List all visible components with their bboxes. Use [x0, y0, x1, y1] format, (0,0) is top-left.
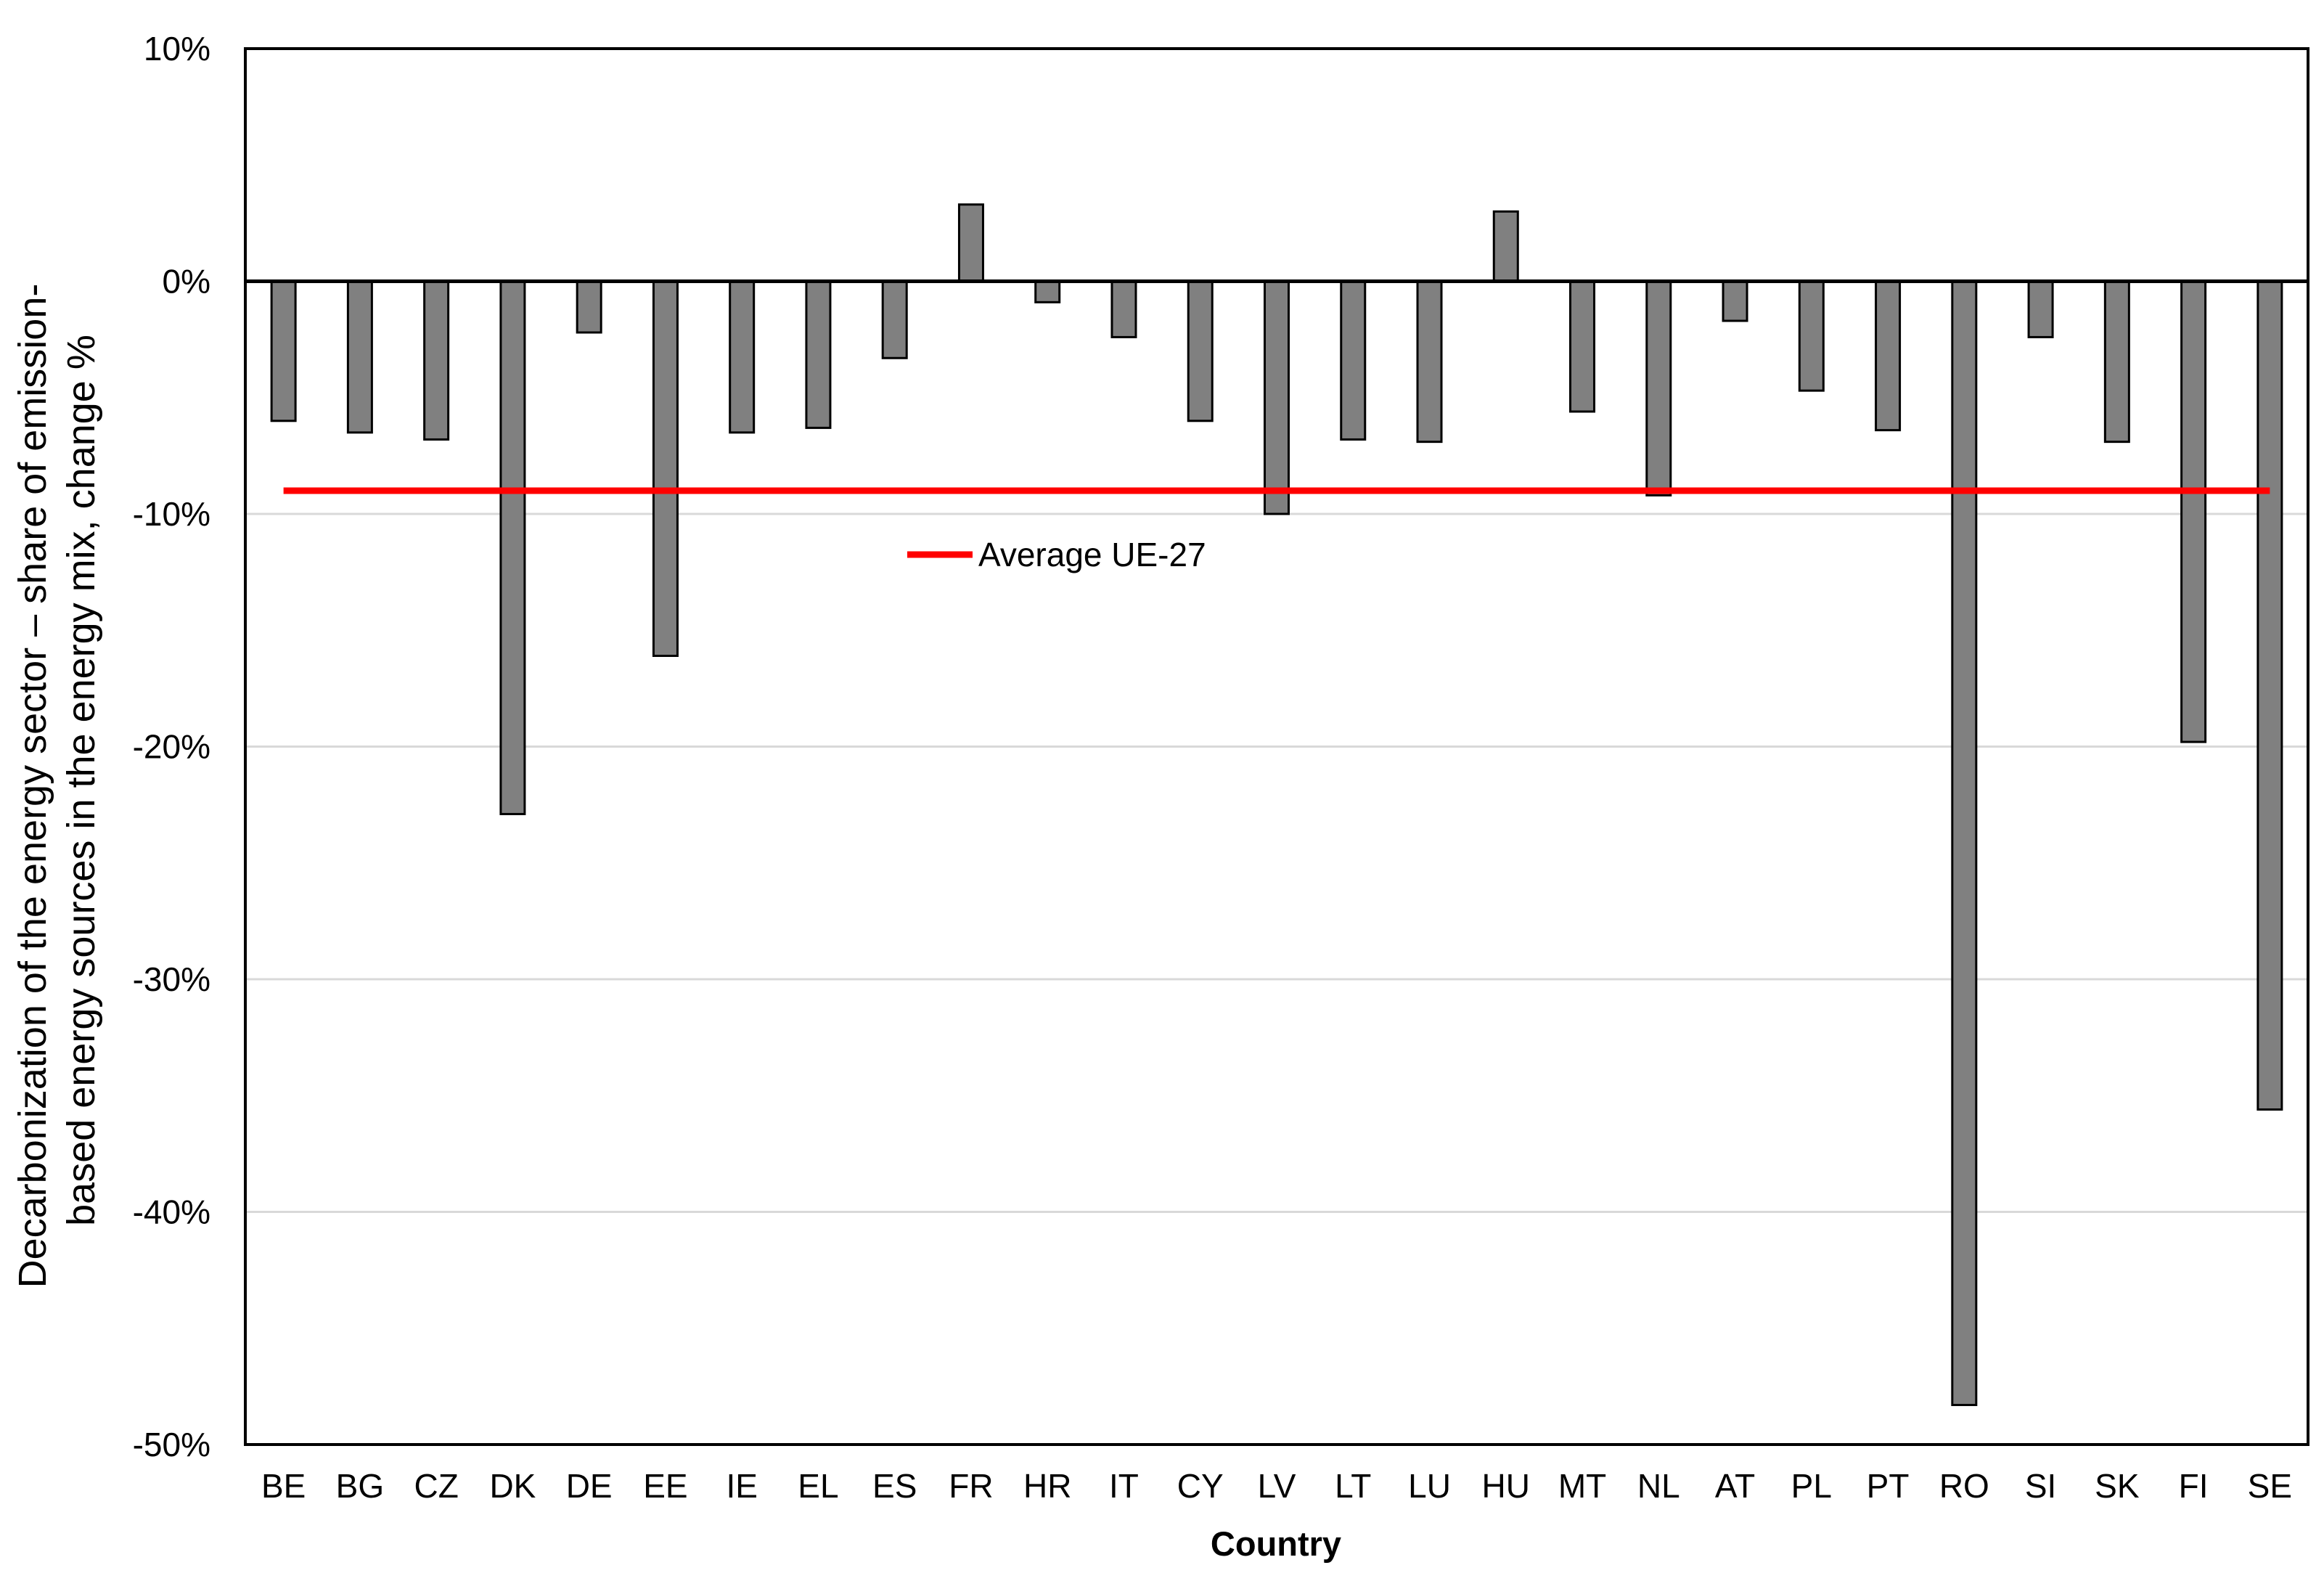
y-tick-label: -10% [133, 495, 210, 533]
bar-nl [1645, 280, 1672, 497]
bar-lt [1340, 280, 1367, 441]
x-tick-label-lu: LU [1408, 1467, 1451, 1505]
bar-dk [499, 280, 526, 815]
bar-be [270, 280, 297, 422]
x-tick-label-de: DE [566, 1467, 613, 1505]
legend: Average UE-27 [907, 536, 1206, 573]
y-axis-title-line-1: Decarbonization of the energy sector – s… [11, 284, 54, 1288]
x-tick-label-be: BE [261, 1467, 306, 1505]
y-tick-label: 10% [144, 30, 210, 68]
bar-es [881, 280, 908, 359]
bar-at [1722, 280, 1748, 322]
x-tick-label-lt: LT [1335, 1467, 1371, 1505]
bar-cy [1187, 280, 1214, 422]
y-tick-labels: 10% 0% -10% -20% -30% -40% -50% [133, 30, 210, 1463]
x-tick-label-pl: PL [1791, 1467, 1832, 1505]
x-tick-label-mt: MT [1558, 1467, 1606, 1505]
x-tick-label-ee: EE [643, 1467, 687, 1505]
bar-pl [1798, 280, 1825, 392]
bar-mt [1569, 280, 1596, 413]
bar-fr [957, 203, 984, 282]
x-tick-label-pt: PT [1867, 1467, 1910, 1505]
y-axis-title-line-2: based energy sources in the energy mix, … [60, 335, 103, 1226]
x-tick-label-nl: NL [1637, 1467, 1680, 1505]
x-tick-label-fr: FR [949, 1467, 993, 1505]
bar-ie [729, 280, 756, 434]
x-tick-label-it: IT [1109, 1467, 1139, 1505]
bar-sk [2103, 280, 2130, 444]
x-tick-label-hu: HU [1482, 1467, 1530, 1505]
bar-de [576, 280, 602, 334]
x-axis-title: Country [1211, 1524, 1341, 1563]
x-tick-label-cy: CY [1177, 1467, 1224, 1505]
plot-frame [244, 47, 2309, 1446]
x-tick-label-fi: FI [2179, 1467, 2209, 1505]
y-tick-label: -20% [133, 728, 210, 766]
x-tick-label-si: SI [2025, 1467, 2056, 1505]
y-tick-label: 0% [163, 263, 210, 301]
x-tick-label-hr: HR [1023, 1467, 1071, 1505]
x-tick-label-es: ES [872, 1467, 917, 1505]
bar-ro [1951, 280, 1978, 1407]
bar-hu [1492, 210, 1519, 283]
bar-ee [652, 280, 679, 658]
bar-lv [1264, 280, 1290, 515]
bar-hr [1034, 280, 1061, 303]
x-tick-label-el: EL [798, 1467, 838, 1505]
y-tick-label: -30% [133, 960, 210, 998]
bar-el [805, 280, 832, 429]
x-tick-label-at: AT [1715, 1467, 1755, 1505]
x-tick-label-ie: IE [726, 1467, 757, 1505]
x-tick-label-se: SE [2248, 1467, 2292, 1505]
y-tick-label: -50% [133, 1426, 210, 1463]
bar-lu [1416, 280, 1443, 444]
bar-pt [1875, 280, 1902, 432]
x-tick-label-sk: SK [2095, 1467, 2140, 1505]
bar-si [2027, 280, 2054, 338]
legend-label-average: Average UE-27 [978, 536, 1206, 573]
x-tick-label-dk: DK [489, 1467, 536, 1505]
bar-cz [423, 280, 450, 441]
x-tick-label-lv: LV [1258, 1467, 1296, 1505]
bar-it [1110, 280, 1137, 338]
bar-se [2257, 280, 2283, 1111]
y-tick-label: -40% [133, 1193, 210, 1231]
bar-bg [346, 280, 373, 434]
y-axis-title: Decarbonization of the energy sector – s… [11, 273, 103, 1288]
x-tick-labels: BE BG CZ DK DE EE IE EL ES FR HR IT CY LV LT LU HU MT NL AT… [261, 1467, 2292, 1505]
x-tick-label-cz: CZ [414, 1467, 458, 1505]
x-tick-label-bg: BG [336, 1467, 384, 1505]
bar-fi [2180, 280, 2207, 743]
x-tick-label-ro: RO [1939, 1467, 1989, 1505]
